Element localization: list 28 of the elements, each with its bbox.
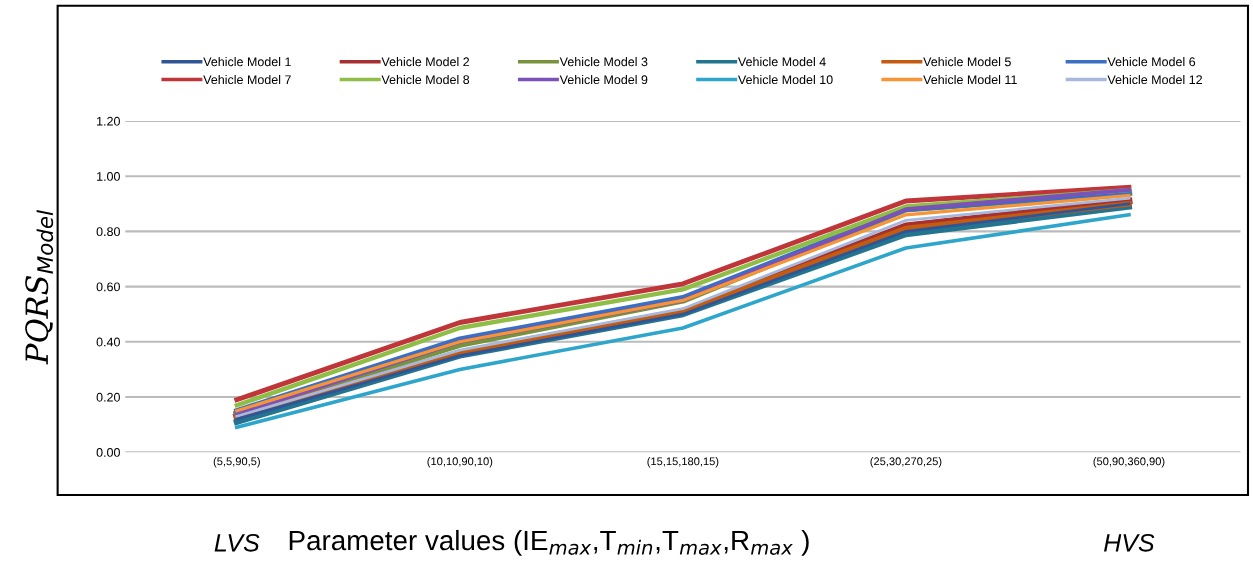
y-tick-label: 0.80 <box>96 227 120 237</box>
legend-label: Vehicle Model 5 <box>923 57 1011 67</box>
y-axis-title: PQRS$_{Model}$ <box>25 210 54 365</box>
x-tick-label: (10,10,90,10) <box>427 457 493 468</box>
y-tick-label: 0.20 <box>96 392 120 402</box>
x-tick-label: (5,5,90,5) <box>213 457 260 468</box>
legend-label: Vehicle Model 8 <box>381 74 470 85</box>
x-tick-label: (25,30,270,25) <box>870 457 942 468</box>
legend-label: Vehicle Model 7 <box>203 74 291 85</box>
y-tick-label: 1.00 <box>97 172 120 181</box>
x-tick-label: (15,15,180,15) <box>647 457 719 468</box>
legend-label: Vehicle Model 3 <box>559 57 648 67</box>
text: Parameter values (IE$_{max}$,T$_{min}$,T$_{max}$,R$_{max}$ ) <box>289 529 809 556</box>
legend-label: Vehicle Model 10 <box>737 74 833 85</box>
y-tick-label: 0.60 <box>96 282 120 292</box>
legend-label: Vehicle Model 1 <box>203 57 291 67</box>
text: LVS <box>214 533 260 552</box>
legend-label: Vehicle Model 12 <box>1107 74 1202 85</box>
legend-label: Vehicle Model 4 <box>737 57 826 67</box>
x-tick-label: (50,90,360,90) <box>1093 457 1165 468</box>
legend-label: Vehicle Model 11 <box>923 74 1017 85</box>
text: HVS <box>1104 533 1155 552</box>
legend-label: Vehicle Model 9 <box>559 74 648 85</box>
y-tick-label: 1.20 <box>97 116 120 126</box>
legend-label: Vehicle Model 6 <box>1107 57 1196 67</box>
y-tick-label: 0.00 <box>96 448 120 457</box>
legend-label: Vehicle Model 2 <box>381 57 470 67</box>
y-tick-label: 0.40 <box>96 337 120 347</box>
